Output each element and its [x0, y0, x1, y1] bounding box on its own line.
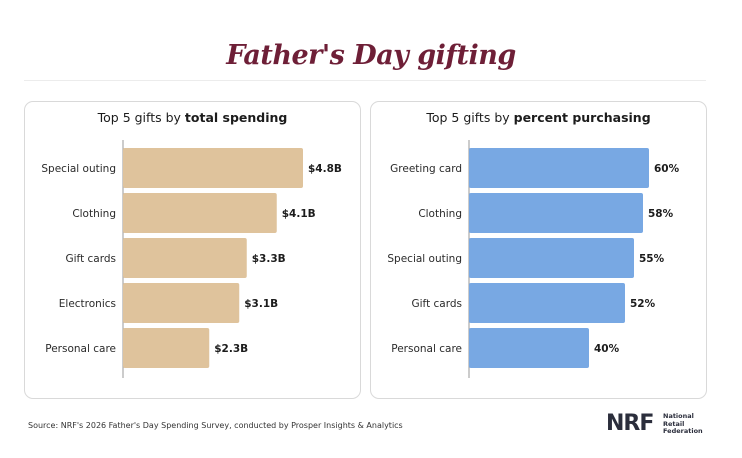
percent-bar-chart: Greeting card 60% Clothing 58% Special outin… — [387, 140, 680, 378]
percent-category-label: Gift cards — [412, 298, 463, 310]
spending-category-label: Clothing — [72, 208, 116, 220]
percent-bar — [469, 148, 649, 188]
percent-bar — [469, 283, 625, 323]
spending-chart-title: Top 5 gifts by total spending — [25, 110, 360, 125]
title-divider — [24, 80, 706, 81]
spending-category-label: Gift cards — [66, 253, 117, 265]
nrf-logo-text: National Retail Federation — [663, 412, 703, 436]
spending-chart-title-bold: total spending — [184, 110, 288, 125]
spending-value-label: $3.3B — [252, 253, 286, 265]
percent-bar — [469, 193, 643, 233]
percent-category-label: Clothing — [418, 208, 462, 220]
spending-value-label: $2.3B — [214, 343, 248, 355]
percent-value-label: 52% — [630, 298, 656, 310]
percent-category-label: Greeting card — [390, 163, 462, 175]
percent-bar — [469, 238, 634, 278]
nrf-logo-line-1: National — [663, 412, 694, 420]
source-note: Source: NRF's 2026 Father's Day Spending… — [28, 421, 403, 430]
spending-value-label: $3.1B — [244, 298, 278, 310]
percent-chart-panel: Top 5 gifts by percent purchasing Greeti… — [370, 101, 707, 399]
spending-bar — [123, 148, 303, 188]
nrf-logo-line-2: Retail — [663, 419, 685, 428]
percent-value-label: 55% — [639, 253, 665, 265]
percent-value-label: 40% — [594, 343, 620, 355]
percent-category-label: Special outing — [387, 253, 462, 265]
page-title: Father's Day gifting — [226, 40, 516, 71]
percent-chart-title-bold: percent purchasing — [513, 110, 651, 125]
percent-value-label: 60% — [654, 163, 680, 175]
spending-bar — [123, 328, 210, 368]
percent-category-label: Personal care — [391, 343, 462, 355]
spending-value-label: $4.1B — [282, 208, 316, 220]
nrf-logo-line-3: Federation — [663, 427, 703, 435]
percent-bar — [469, 328, 589, 368]
spending-chart-panel: Top 5 gifts by total spending Special ou… — [24, 101, 361, 399]
spending-category-label: Special outing — [41, 163, 116, 175]
spending-value-label: $4.8B — [308, 163, 342, 175]
percent-chart-title-prefix: Top 5 gifts by — [426, 110, 514, 125]
spending-category-label: Electronics — [59, 298, 116, 310]
spending-bar-chart: Special outing $4.8B Clothing $4.1B Gift car… — [41, 140, 342, 378]
spending-bar — [123, 283, 240, 323]
percent-value-label: 58% — [648, 208, 674, 220]
spending-bar — [123, 193, 277, 233]
spending-chart-title-prefix: Top 5 gifts by — [97, 110, 185, 125]
nrf-logo-mark: NRF — [606, 411, 654, 436]
percent-chart-title: Top 5 gifts by percent purchasing — [371, 110, 706, 125]
spending-bar — [123, 238, 247, 278]
spending-category-label: Personal care — [45, 343, 116, 355]
